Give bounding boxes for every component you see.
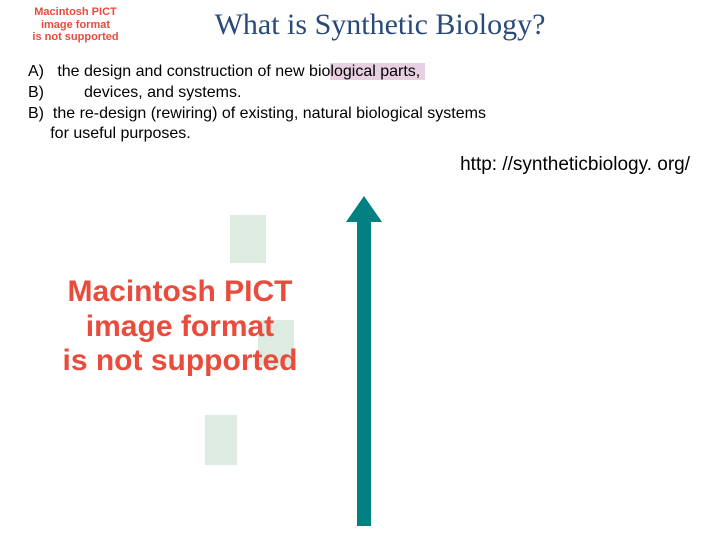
bullet-a: A) the design and construction of new bi… [28, 62, 486, 83]
pict-line: is not supported [50, 344, 310, 379]
pict-placeholder-large: Macintosh PICT image format is not suppo… [50, 275, 310, 379]
pict-line: image format [28, 19, 123, 32]
vertical-arrow [350, 196, 378, 526]
bullet-list: A) the design and construction of new bi… [28, 62, 486, 145]
bullet-a-highlight: logical parts, [330, 63, 424, 80]
bullet-b1: B) devices, and systems. [28, 83, 486, 104]
bullet-b2-line2: for useful purposes. [28, 124, 486, 145]
pict-line: Macintosh PICT [28, 6, 123, 19]
arrow-shaft [357, 216, 371, 526]
pict-line: Macintosh PICT [50, 275, 310, 310]
bullet-a-text: A) the design and construction of new bi… [28, 63, 330, 80]
source-url: http: //syntheticbiology. org/ [460, 154, 690, 176]
page-title: What is Synthetic Biology? [150, 8, 610, 42]
pict-placeholder-small: Macintosh PICT image format is not suppo… [28, 6, 123, 44]
decorative-block [230, 215, 266, 263]
pict-line: image format [50, 310, 310, 345]
pict-line: is not supported [28, 31, 123, 44]
decorative-block [205, 415, 237, 465]
bullet-b2-line1: B) the re-design (rewiring) of existing,… [28, 104, 486, 125]
